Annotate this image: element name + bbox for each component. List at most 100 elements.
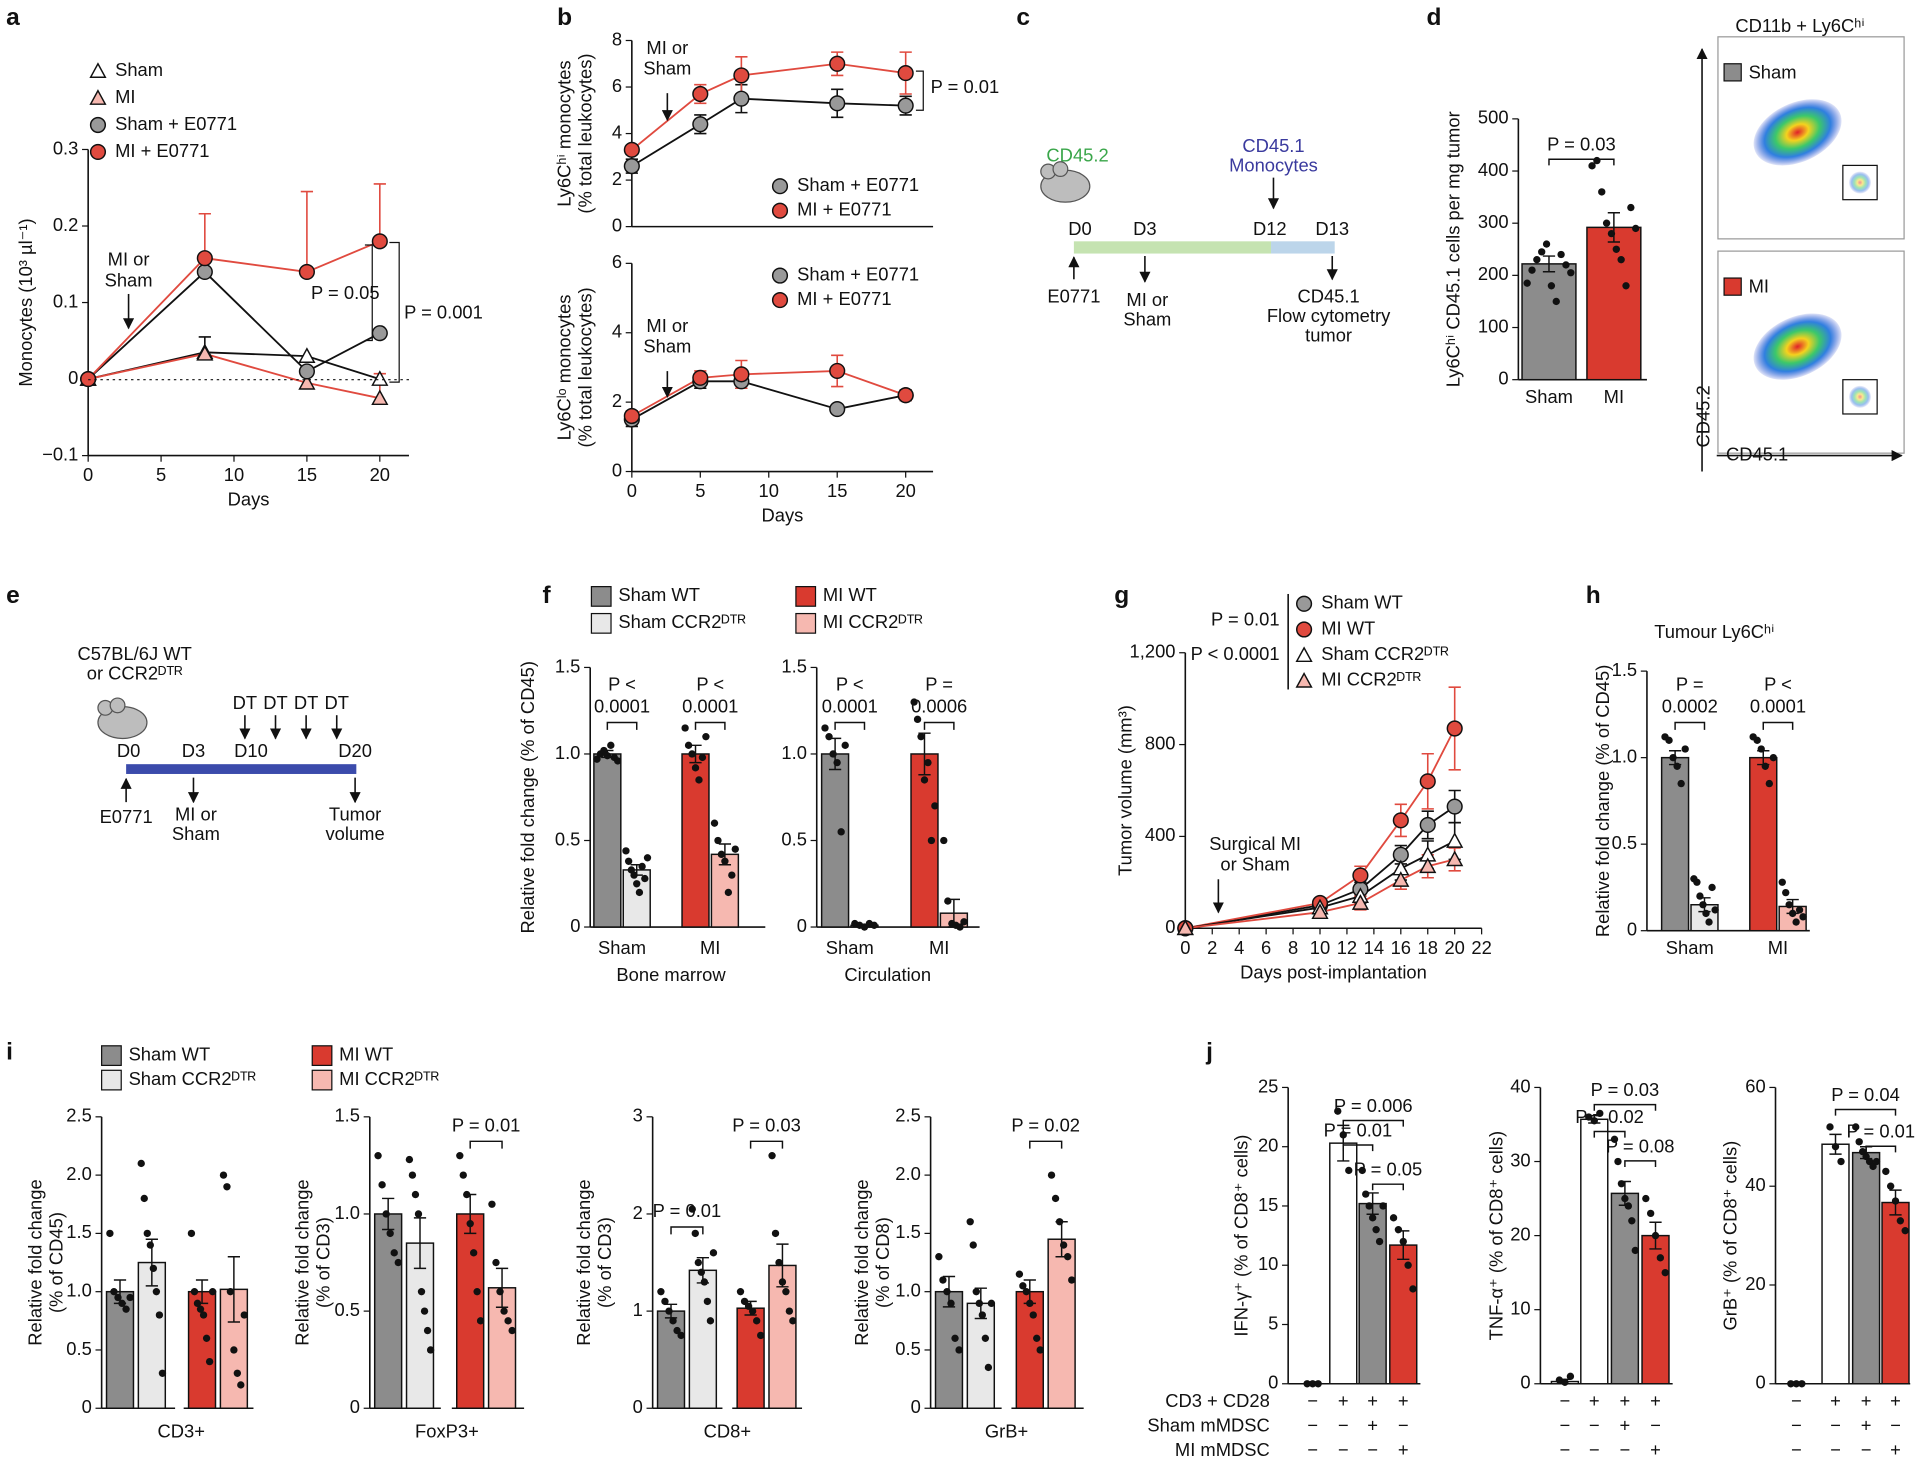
condition-sign: + — [1620, 1414, 1631, 1435]
condition-sign: − — [1791, 1390, 1802, 1411]
bar — [656, 1310, 686, 1409]
y-tick-label: 800 — [1145, 732, 1176, 753]
data-point — [1051, 1194, 1060, 1203]
data-point — [1788, 909, 1797, 918]
condition-sign: − — [1830, 1414, 1841, 1435]
data-point — [947, 1299, 955, 1308]
legend-label: MI + E0771 — [797, 288, 891, 309]
flow-gate — [1842, 164, 1878, 201]
data-point — [237, 1381, 245, 1389]
data-point — [1339, 1131, 1347, 1139]
legend-swatch — [311, 1045, 333, 1067]
data-point — [913, 715, 922, 724]
p-value: P = 0.08 — [1606, 1135, 1675, 1156]
data-point — [841, 741, 849, 749]
x-tick-label: 20 — [895, 480, 915, 501]
data-point — [1631, 1246, 1639, 1255]
data-point — [420, 1307, 429, 1315]
marker — [733, 90, 750, 107]
data-point — [728, 871, 736, 879]
data-point — [1852, 1123, 1860, 1131]
y-tick-label: 0 — [1165, 916, 1175, 937]
data-point — [1375, 1237, 1384, 1246]
y-tick-label: 1.0 — [1612, 745, 1638, 766]
data-point — [1015, 1270, 1024, 1278]
marker — [1176, 919, 1194, 936]
data-point — [931, 802, 939, 810]
condition-sign: − — [1398, 1414, 1409, 1435]
y-tick-label: 1.0 — [781, 742, 807, 763]
y-axis-label: Tumor volume (mm³) — [1114, 705, 1135, 876]
legend-marker — [771, 178, 789, 195]
flow-legend-swatch — [1723, 277, 1742, 296]
condition-sign: + — [1830, 1390, 1841, 1411]
data-point — [1769, 753, 1778, 762]
data-point — [1585, 1113, 1593, 1121]
legend-swatch — [590, 586, 612, 607]
y-tick-label: 0.5 — [895, 1338, 921, 1359]
data-point — [924, 758, 932, 767]
y-tick-label: 0 — [1520, 1372, 1530, 1393]
condition-sign: + — [1890, 1390, 1901, 1411]
bracket — [915, 70, 924, 111]
condition-sign: + — [1890, 1439, 1901, 1460]
data-point — [1778, 878, 1786, 886]
marker — [692, 369, 709, 386]
condition-sign: + — [1367, 1390, 1378, 1411]
y-tick-label: 6 — [612, 251, 622, 272]
data-point — [703, 1297, 712, 1306]
data-point — [408, 1171, 417, 1179]
p-value: P = 0.01 — [452, 1114, 521, 1135]
mouse-icon — [1052, 161, 1069, 178]
x-axis-label: CD3+ — [157, 1421, 204, 1442]
data-point — [939, 1276, 947, 1284]
panel-letter: i — [6, 1039, 13, 1066]
data-point — [122, 1305, 130, 1313]
condition-sign: − — [1338, 1414, 1349, 1435]
bar — [137, 1261, 167, 1409]
diagram-label: D10 — [234, 740, 268, 761]
data-point — [208, 1288, 217, 1296]
annotation: Sham — [643, 336, 691, 357]
bracket — [1548, 158, 1615, 166]
diagram-label: DT — [263, 692, 287, 713]
data-point — [149, 1264, 158, 1273]
data-point — [940, 836, 948, 845]
data-point — [187, 1229, 196, 1238]
legend-label: Sham WT — [129, 1043, 211, 1064]
y-tick-label: 20 — [1745, 1273, 1765, 1294]
bracket — [1674, 721, 1706, 730]
data-point — [1612, 245, 1620, 253]
y-tick-label: 0 — [1755, 1372, 1765, 1393]
x-tick-label: 5 — [695, 480, 705, 501]
x-tick-label: 10 — [1310, 937, 1330, 958]
bracket — [1029, 1140, 1063, 1149]
bracket — [1624, 1160, 1657, 1168]
data-point — [508, 1326, 516, 1335]
data-point — [1555, 1376, 1564, 1384]
data-point — [978, 1311, 987, 1319]
y-tick-label: 0 — [1627, 919, 1637, 940]
data-point — [1617, 1180, 1626, 1188]
data-point — [1792, 1380, 1800, 1388]
marker — [1446, 798, 1463, 815]
y-tick-label: 0 — [350, 1396, 360, 1417]
y-axis-label: Relative fold change (% of CD45) — [1592, 665, 1613, 937]
bracket — [670, 1226, 704, 1235]
x-tick-label: 15 — [297, 464, 317, 485]
marker — [829, 400, 846, 418]
y-tick-label: 40 — [1510, 1075, 1530, 1096]
data-point — [110, 1288, 118, 1296]
error-bar — [413, 1217, 427, 1270]
y-tick-label: 0 — [633, 1396, 643, 1417]
series-line — [631, 369, 906, 417]
error-bar — [227, 1255, 240, 1323]
bar — [736, 1307, 765, 1409]
legend-swatch — [795, 586, 817, 607]
p-value: P = 0.03 — [732, 1114, 801, 1135]
legend-label: MI + E0771 — [797, 199, 891, 220]
p-value: P = 0.02 — [1575, 1106, 1644, 1127]
y-axis-label: Relative fold change — [292, 1179, 313, 1345]
condition-sign: − — [1791, 1414, 1802, 1435]
data-point — [1872, 1157, 1881, 1166]
